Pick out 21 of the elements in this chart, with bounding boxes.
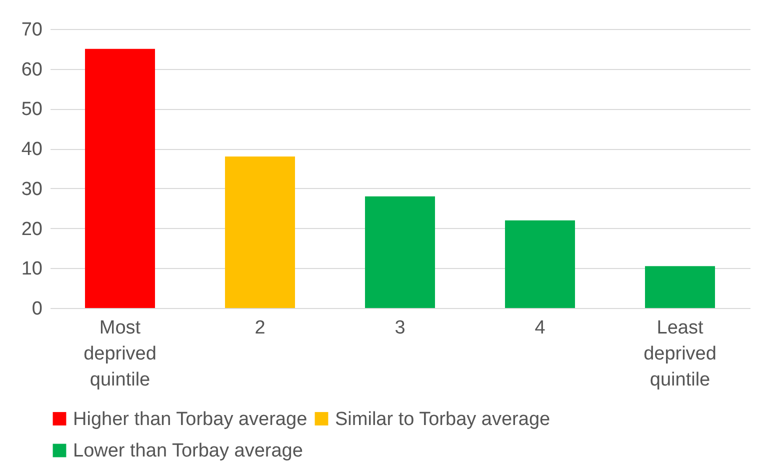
bar bbox=[225, 156, 295, 308]
y-tick-label: 70 bbox=[21, 20, 42, 40]
x-tick-label: 2 bbox=[254, 318, 266, 338]
y-tick-label: 10 bbox=[21, 258, 42, 280]
x-tick-label: Most deprived quintile bbox=[84, 318, 156, 390]
x-tick-label: 3 bbox=[394, 318, 406, 338]
bar bbox=[645, 266, 715, 308]
legend-label: Lower than Torbay average bbox=[73, 440, 303, 462]
y-tick-label: 50 bbox=[21, 99, 42, 120]
y-tick-label: 0 bbox=[32, 298, 42, 320]
bar bbox=[85, 48, 155, 308]
y-tick-label: 20 bbox=[21, 218, 42, 240]
y-tick-label: 60 bbox=[21, 59, 42, 80]
x-tick-label: 4 bbox=[534, 318, 546, 338]
y-tick-label: 40 bbox=[21, 139, 42, 160]
legend-label: Similar to Torbay average bbox=[335, 408, 550, 430]
x-tick-label: Least deprived quintile bbox=[644, 318, 716, 390]
bar bbox=[505, 220, 575, 308]
bar bbox=[365, 196, 435, 308]
y-tick-label: 30 bbox=[21, 178, 42, 200]
legend-label: Higher than Torbay average bbox=[73, 408, 308, 430]
